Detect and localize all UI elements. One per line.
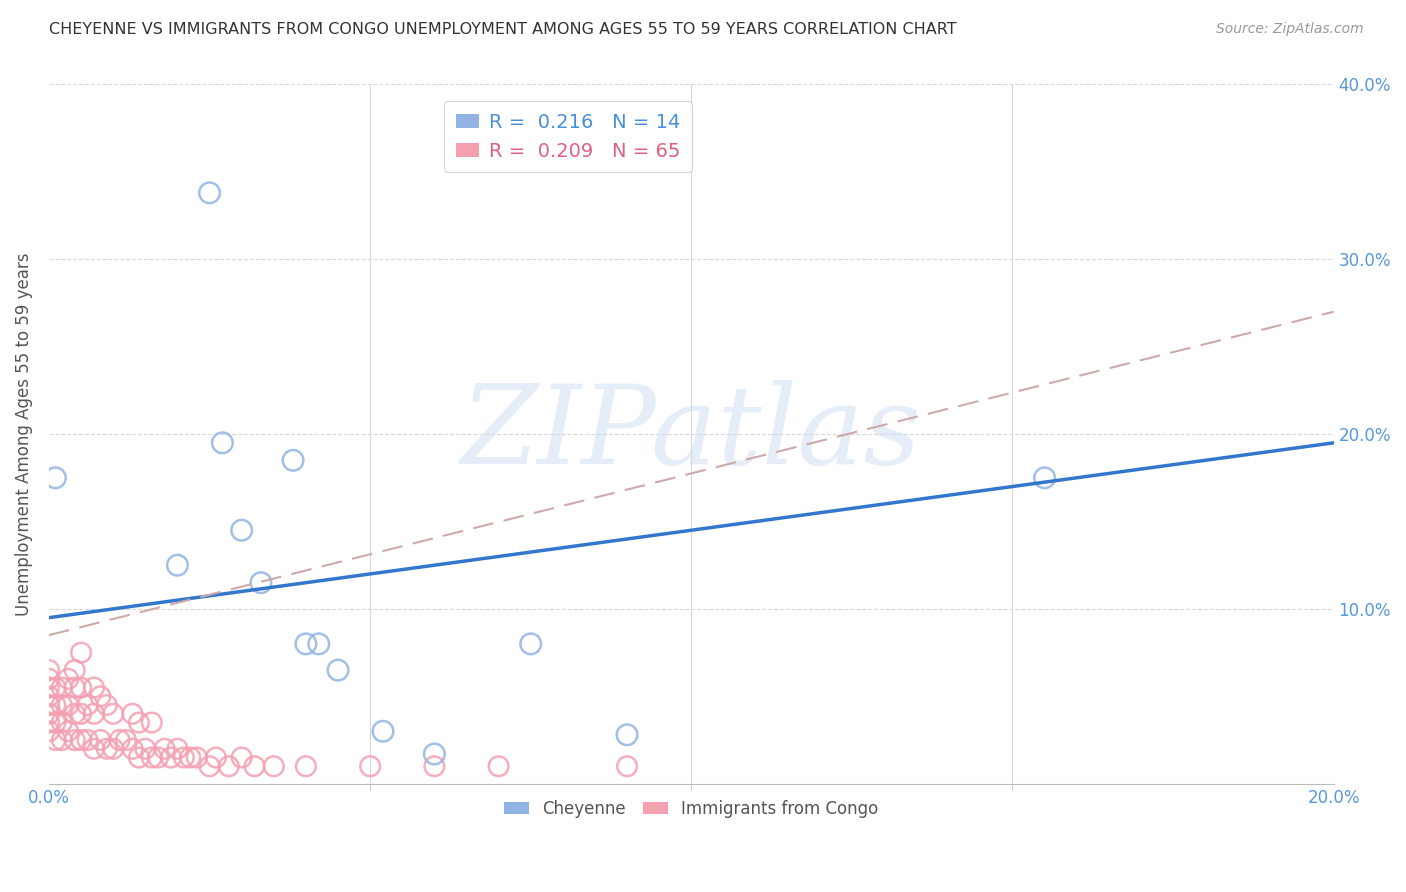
Point xyxy=(488,759,510,773)
Point xyxy=(76,698,98,712)
Point xyxy=(51,681,73,695)
Point xyxy=(128,750,150,764)
Point xyxy=(128,715,150,730)
Point xyxy=(166,741,188,756)
Point xyxy=(38,681,60,695)
Point xyxy=(76,733,98,747)
Point xyxy=(44,715,66,730)
Point xyxy=(423,747,446,761)
Point xyxy=(38,672,60,686)
Point xyxy=(121,741,143,756)
Point xyxy=(519,637,541,651)
Point xyxy=(38,706,60,721)
Point xyxy=(103,706,125,721)
Point xyxy=(371,724,394,739)
Point xyxy=(63,733,86,747)
Point xyxy=(218,759,240,773)
Point xyxy=(63,663,86,677)
Point xyxy=(38,715,60,730)
Point xyxy=(44,733,66,747)
Point xyxy=(38,724,60,739)
Point xyxy=(115,733,138,747)
Point xyxy=(83,681,105,695)
Point xyxy=(359,759,381,773)
Point xyxy=(243,759,266,773)
Point xyxy=(121,706,143,721)
Text: ZIPatlas: ZIPatlas xyxy=(461,380,921,488)
Point xyxy=(108,733,131,747)
Point xyxy=(211,435,233,450)
Point xyxy=(51,715,73,730)
Point xyxy=(326,663,349,677)
Point xyxy=(70,646,93,660)
Point xyxy=(70,681,93,695)
Point xyxy=(96,698,118,712)
Point xyxy=(44,698,66,712)
Point xyxy=(51,733,73,747)
Point xyxy=(198,186,221,200)
Legend: Cheyenne, Immigrants from Congo: Cheyenne, Immigrants from Congo xyxy=(498,793,884,824)
Point xyxy=(58,724,80,739)
Point xyxy=(63,706,86,721)
Point xyxy=(44,681,66,695)
Point xyxy=(83,706,105,721)
Text: CHEYENNE VS IMMIGRANTS FROM CONGO UNEMPLOYMENT AMONG AGES 55 TO 59 YEARS CORRELA: CHEYENNE VS IMMIGRANTS FROM CONGO UNEMPL… xyxy=(49,22,957,37)
Text: Source: ZipAtlas.com: Source: ZipAtlas.com xyxy=(1216,22,1364,37)
Point xyxy=(231,523,253,537)
Point xyxy=(166,558,188,573)
Point xyxy=(186,750,208,764)
Point xyxy=(198,759,221,773)
Point xyxy=(63,681,86,695)
Point xyxy=(89,690,111,704)
Point xyxy=(70,706,93,721)
Point xyxy=(51,698,73,712)
Point xyxy=(58,672,80,686)
Point xyxy=(295,637,318,651)
Point xyxy=(231,750,253,764)
Point xyxy=(141,750,163,764)
Point xyxy=(153,741,176,756)
Point xyxy=(38,698,60,712)
Point xyxy=(141,715,163,730)
Point xyxy=(1033,471,1056,485)
Point xyxy=(96,741,118,756)
Point xyxy=(160,750,183,764)
Point xyxy=(44,471,66,485)
Point xyxy=(103,741,125,756)
Y-axis label: Unemployment Among Ages 55 to 59 years: Unemployment Among Ages 55 to 59 years xyxy=(15,252,32,615)
Point xyxy=(70,733,93,747)
Point xyxy=(295,759,318,773)
Point xyxy=(616,759,638,773)
Point xyxy=(58,698,80,712)
Point xyxy=(281,453,304,467)
Point xyxy=(134,741,156,756)
Point xyxy=(616,728,638,742)
Point xyxy=(308,637,330,651)
Point xyxy=(146,750,169,764)
Point xyxy=(173,750,195,764)
Point xyxy=(179,750,201,764)
Point xyxy=(83,741,105,756)
Point xyxy=(38,663,60,677)
Point xyxy=(250,575,273,590)
Point xyxy=(38,690,60,704)
Point xyxy=(89,733,111,747)
Point xyxy=(263,759,285,773)
Point xyxy=(423,759,446,773)
Point xyxy=(205,750,228,764)
